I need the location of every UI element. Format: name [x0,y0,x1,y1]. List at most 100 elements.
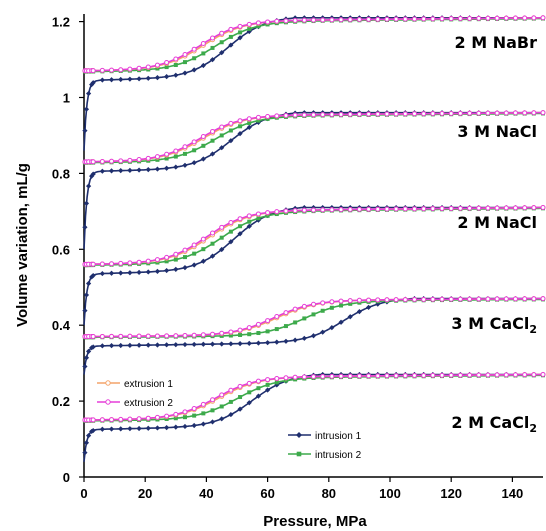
data-point [503,372,509,378]
data-point [219,392,225,398]
data-point [411,206,417,212]
data-point [356,206,362,212]
data-point [375,297,381,303]
data-point [274,18,280,24]
data-point [247,26,252,31]
data-point [485,110,491,116]
data-point [237,216,243,222]
data-point [255,393,262,399]
data-point [393,297,399,303]
legend-label: extrusion 1 [124,379,173,390]
data-point [219,235,224,240]
data-point [191,160,197,166]
data-point [402,297,408,303]
data-point [109,158,115,164]
data-point [164,60,170,66]
data-point [85,432,92,439]
data-point [108,426,115,432]
data-point [411,373,417,379]
data-point [99,168,105,174]
data-point [127,333,133,339]
data-point [439,206,445,212]
data-point [375,16,381,22]
data-point [164,259,169,264]
data-point [82,224,88,230]
data-point [200,341,206,347]
data-point [173,333,179,339]
data-point [136,76,142,82]
data-point [164,342,170,348]
series-extrusion-2-curve-3 [82,296,546,340]
data-point [292,208,298,214]
data-point [200,236,206,242]
data-point [127,66,133,72]
data-point [173,257,178,262]
data-point [540,372,546,378]
data-point [154,342,161,348]
data-point [83,292,90,298]
data-point [237,383,243,389]
data-point [347,206,353,212]
data-point [173,63,178,68]
data-point [164,333,170,339]
data-point [512,372,518,378]
data-point [531,372,537,378]
data-point [164,165,170,171]
data-point [256,386,261,391]
x-tick-label: 40 [199,486,213,501]
data-point [430,372,436,378]
data-point [439,16,445,22]
data-point [311,301,316,307]
data-point [256,216,261,221]
data-point [494,372,500,378]
data-point [108,168,115,174]
data-point [164,425,170,431]
data-point [90,272,96,279]
data-point [200,62,206,69]
data-point [265,318,271,324]
data-point [320,112,326,118]
data-point [512,15,518,21]
data-point [265,19,271,25]
data-point [503,205,509,211]
data-point [411,16,417,22]
data-point [320,207,326,213]
data-point [503,110,509,116]
data-point [430,206,436,212]
data-point [127,260,133,266]
data-point [191,139,197,145]
data-point [476,15,482,21]
data-point [540,296,546,302]
data-point [145,75,151,81]
data-point [274,327,279,332]
data-point [173,56,179,62]
data-point [421,206,427,212]
data-point [476,296,482,302]
x-tick-label: 100 [379,486,401,501]
data-point [219,246,225,253]
data-point [136,425,142,432]
data-point [247,121,252,126]
data-point [246,400,252,406]
data-point [393,206,399,212]
data-point [191,67,197,73]
data-point [274,339,280,345]
y-tick-label: 1 [63,90,70,105]
data-point [348,301,353,306]
data-point [238,30,243,35]
data-point [154,75,161,81]
data-point [467,296,473,302]
data-point [356,309,362,315]
data-point [347,298,353,304]
data-point [191,341,197,348]
data-point [503,15,509,21]
data-point [182,265,188,271]
data-point [292,374,298,380]
data-point [255,340,262,346]
data-point [200,258,206,264]
data-point [200,401,206,407]
data-point [191,332,197,338]
data-point [293,320,298,325]
data-point [127,270,133,276]
data-point [145,415,151,421]
